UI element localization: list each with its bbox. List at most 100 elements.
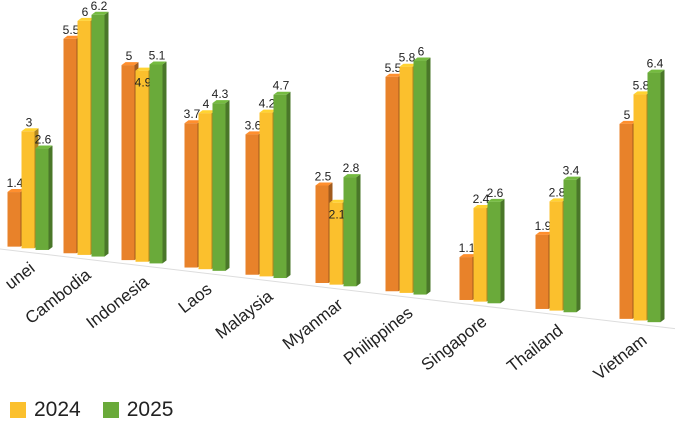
bar-top-2024-Malaysia [259,109,277,113]
category-label-Myanmar: Myanmar [279,295,347,354]
data-label-2025-Vietnam: 6.4 [647,57,664,71]
data-label-2023-Laos: 3.7 [184,107,201,121]
legend-item-2025: 2025 [102,398,174,422]
category-label-Thailand: Thailand [503,321,566,376]
bar-2024-Thailand [549,201,563,311]
category-label-Laos: Laos [175,279,216,317]
data-label-2025-Philippines: 6 [418,45,425,59]
bar-2024-Myanmar [329,202,343,285]
bar-side-2025-Malaysia [286,91,291,279]
data-label-2023-Myanmar: 2.5 [315,169,332,183]
data-label-2024-Indonesia: 4.9 [135,76,152,90]
data-label-2025-Indonesia: 5.1 [149,49,166,63]
bar-2025-Philippines [413,60,427,295]
data-label-2023-Malaysia: 3.6 [245,118,262,132]
data-label-2023-Cambodia: 5.5 [63,23,80,37]
bar-top-2024-Brunei [21,128,39,132]
bar-2023-Singapore [459,257,473,300]
bar-top-2023-Laos [184,120,202,124]
bar-2024-Vietnam [633,94,647,321]
data-label-2024-Singapore: 2.4 [473,192,490,206]
bar-2024-Brunei [21,131,35,249]
data-label-2023-Philippines: 5.5 [385,61,402,75]
bar-top-2025-Malaysia [273,91,291,95]
bar-2025-Myanmar [343,177,357,287]
bar-top-2025-Brunei [35,145,53,149]
bar-side-2025-Cambodia [104,11,109,257]
bar-top-2024-Singapore [473,205,491,209]
bar-top-2025-Vietnam [647,69,665,73]
data-label-2024-Vietnam: 5.8 [633,78,650,92]
data-label-2023-Vietnam: 5 [624,108,631,122]
bar-2025-Vietnam [647,72,661,323]
category-label-Singapore: Singapore [418,312,491,375]
legend-item-2024: 2024 [10,398,81,422]
bar-top-2024-Vietnam [633,91,651,95]
bar-top-2023-Malaysia [245,131,263,135]
bar-2025-Malaysia [273,94,287,279]
legend-swatch-2024 [10,402,26,418]
category-label-Philippines: Philippines [340,303,416,369]
bar-2024-Malaysia [259,112,273,277]
data-label-2025-Cambodia: 6.2 [91,0,108,13]
bar-2024-Philippines [399,66,413,293]
bar-top-2023-Philippines [385,73,403,77]
bar-side-2025-Philippines [426,57,431,295]
bar-top-2025-Indonesia [149,61,167,65]
bar-side-2025-Brunei [48,145,53,250]
bar-2025-Brunei [35,148,49,250]
bar-top-2025-Philippines [413,57,431,61]
bar-side-2025-Indonesia [162,61,167,264]
bar-side-2025-Thailand [576,176,581,313]
bar-top-2023-Brunei [7,189,25,193]
bar-top-2024-Myanmar [329,199,347,203]
bar-side-2025-Laos [225,100,230,271]
bar-2024-Laos [198,113,212,270]
bar-top-2025-Myanmar [343,174,361,178]
data-label-2025-Brunei: 2.6 [35,133,52,147]
data-label-2024-Brunei: 3 [26,115,33,129]
bar-top-2023-Vietnam [619,120,637,124]
bar-2024-Cambodia [77,20,91,255]
category-label-Brunei: unei [1,258,38,293]
legend-label-2024: 2024 [34,398,81,421]
data-label-2024-Cambodia: 6 [82,5,89,19]
bar-2023-Myanmar [315,185,329,283]
legend-swatch-2025 [102,402,119,418]
data-label-2024-Philippines: 5.8 [399,51,416,65]
bar-top-2023-Cambodia [63,35,81,39]
bar-top-2025-Cambodia [91,11,109,15]
bar-top-2023-Indonesia [121,62,139,66]
data-label-2023-Singapore: 1.1 [459,241,476,255]
data-label-2024-Malaysia: 4.2 [259,97,276,111]
legend-label-2025: 2025 [126,398,174,421]
bar-top-2024-Cambodia [77,17,95,21]
bar-2025-Thailand [563,179,577,313]
bar-2023-Malaysia [245,134,259,275]
data-label-2025-Laos: 4.3 [212,87,229,101]
bar-top-2024-Laos [198,110,216,114]
category-label-Malaysia: Malaysia [212,286,277,343]
bar-top-2023-Myanmar [315,182,333,186]
bar-2023-Thailand [535,234,549,309]
bar-top-2025-Singapore [487,198,505,202]
bar-side-2025-Singapore [500,198,505,304]
bar-2025-Laos [212,103,226,271]
bar-2025-Indonesia [149,64,163,264]
data-label-2025-Thailand: 3.4 [563,164,580,178]
bar-side-2025-Myanmar [356,174,361,287]
data-label-2024-Thailand: 2.8 [549,185,566,199]
data-label-2025-Malaysia: 4.7 [273,79,290,93]
data-label-2024-Laos: 4 [203,97,210,111]
bar-side-2025-Vietnam [660,69,665,323]
data-label-2023-Indonesia: 5 [126,49,133,63]
bar-2023-Indonesia [121,65,135,261]
data-label-2023-Thailand: 1.9 [535,219,552,233]
bar-2023-Brunei [7,192,21,247]
data-label-2025-Singapore: 2.6 [487,186,504,200]
bar-2024-Singapore [473,208,487,302]
bar-2023-Vietnam [619,123,633,319]
bar-top-2024-Thailand [549,198,567,202]
bar-top-2025-Thailand [563,176,581,180]
